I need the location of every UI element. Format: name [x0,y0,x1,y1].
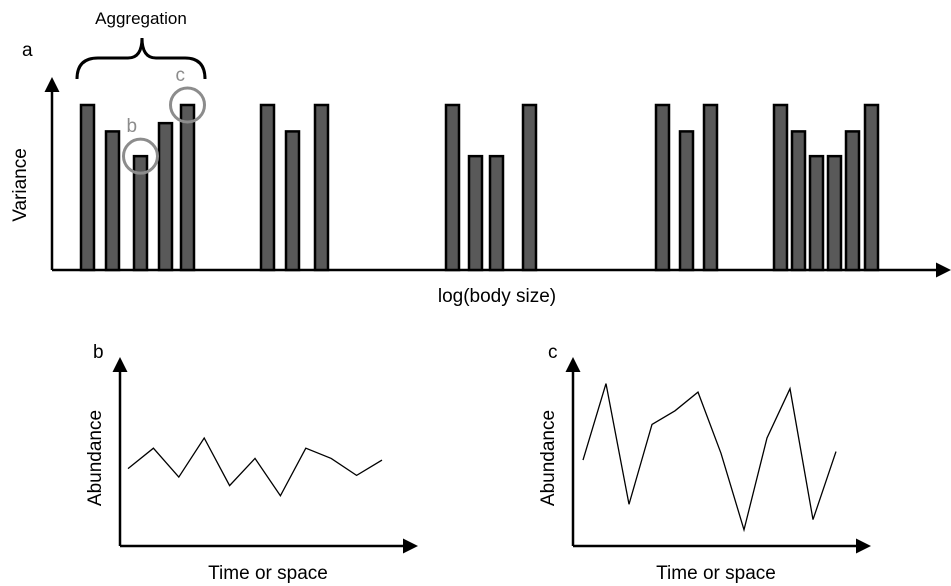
panel-b: b Abundance Time or space [85,342,418,584]
panel-a-letter: a [22,40,33,61]
variance-bar [467,154,484,272]
highlight-label-b: b [127,116,138,137]
variance-bar [790,130,807,272]
variance-bar [444,103,461,272]
highlight-label-c: c [176,65,186,86]
panel-a-y-label: Variance [10,148,31,222]
panel-c-y-label: Abundance [538,410,559,506]
variance-bars [79,103,880,272]
variance-bar [521,103,538,272]
panel-b-letter: b [93,342,104,363]
variance-bar [702,103,719,272]
variance-bar [488,154,505,272]
variance-bar [79,103,96,272]
variance-bar [313,103,330,272]
aggregation-label: Aggregation [95,9,187,28]
variance-bar [654,103,671,272]
highlight-circle-b [122,137,159,175]
panel-a: a Variance log(body size) Aggregation bc [10,9,951,307]
variance-bar [826,154,843,272]
panel-b-y-label: Abundance [85,410,106,506]
variance-bar [259,103,276,272]
variance-bar [179,103,196,272]
panel-c-x-label: Time or space [656,563,776,584]
panel-c-abundance-trace [582,383,837,533]
highlight-circles: bc [122,65,206,175]
variance-bar [844,130,861,272]
variance-bar [104,130,121,272]
panel-c-letter: c [548,342,558,363]
variance-bar [132,154,149,272]
panel-a-x-label: log(body size) [438,286,556,307]
panel-b-abundance-trace [127,436,383,498]
panel-b-x-label: Time or space [208,563,328,584]
variance-bar [772,103,789,272]
variance-bar [284,130,301,272]
variance-bar [808,154,825,272]
panel-c: c Abundance Time or space [538,342,871,584]
variance-bar [157,121,174,272]
variance-bar [863,103,880,272]
variance-bar [678,130,695,272]
highlight-circle-c [169,86,206,124]
aggregation-brace [75,37,207,80]
